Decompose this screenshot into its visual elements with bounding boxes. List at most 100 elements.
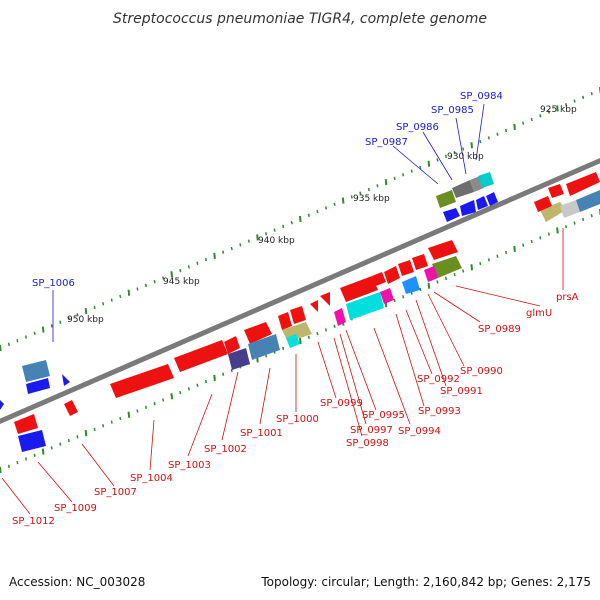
gene-sp0987[interactable] <box>436 190 456 208</box>
gene-blue-a[interactable] <box>443 208 460 222</box>
outer-tick <box>24 335 28 339</box>
outer-tick <box>410 169 413 173</box>
outer-tick <box>119 294 122 299</box>
label-sp0990[interactable]: SP_0990 <box>460 366 503 377</box>
label-sp1002[interactable]: SP_1002 <box>204 444 247 455</box>
inner-tick <box>393 298 396 303</box>
leader-sp0987 <box>392 145 439 185</box>
outer-tick <box>144 283 148 287</box>
label-sp0998[interactable]: SP_0998 <box>346 438 389 449</box>
gene-blue-left-arrow[interactable] <box>62 374 70 386</box>
label-sp1003[interactable]: SP_1003 <box>168 460 211 471</box>
outer-tick <box>273 228 276 232</box>
outer-tick <box>462 147 465 151</box>
outer-tick <box>436 158 439 162</box>
gene-steel-mid[interactable] <box>248 334 280 360</box>
gene-sp0994[interactable] <box>402 276 420 294</box>
gene-sp1000b[interactable] <box>310 300 318 312</box>
label-sp1006[interactable]: SP_1006 <box>32 278 75 289</box>
gene-sp1004[interactable] <box>110 364 174 398</box>
gene-sp0991[interactable] <box>412 254 428 270</box>
gene-red-right-2[interactable] <box>548 184 564 198</box>
inner-tick <box>84 430 88 437</box>
gene-red-right-small[interactable] <box>534 196 552 212</box>
gene-sp1003[interactable] <box>174 340 228 372</box>
gene-sp1002[interactable] <box>244 322 272 344</box>
inner-tick <box>324 328 328 332</box>
gene-blue-left-a[interactable] <box>26 378 50 394</box>
label-sp0985[interactable]: SP_0985 <box>431 105 474 116</box>
label-sp1000[interactable]: SP_1000 <box>276 414 319 425</box>
label-sp1012[interactable]: SP_1012 <box>12 516 55 527</box>
outer-tick <box>256 234 259 241</box>
label-sp1007[interactable]: SP_1007 <box>94 487 137 498</box>
inner-tick <box>590 214 593 218</box>
gene-red-mid-2[interactable] <box>224 336 240 354</box>
gene-sp0993[interactable] <box>384 266 400 284</box>
inner-tick <box>419 287 422 292</box>
gene-sp1006[interactable] <box>22 360 50 382</box>
gene-sp1001[interactable] <box>290 306 306 324</box>
gene-blue-d[interactable] <box>486 192 498 206</box>
outer-tick <box>341 197 345 204</box>
label-sp0987[interactable]: SP_0987 <box>365 137 408 148</box>
outer-tick <box>136 287 139 291</box>
gene-glmu[interactable] <box>432 256 462 278</box>
gene-sp1007[interactable] <box>64 400 78 416</box>
label-sp0989[interactable]: SP_0989 <box>478 324 521 335</box>
gene-prsa[interactable] <box>540 202 566 222</box>
gene-sp0984[interactable] <box>478 172 494 188</box>
inner-tick <box>504 250 508 255</box>
inner-tick <box>41 448 45 455</box>
label-sp0997[interactable]: SP_0997 <box>350 425 393 436</box>
gene-sp1009[interactable] <box>14 414 38 434</box>
gene-blue-c[interactable] <box>476 196 488 210</box>
label-sp1004[interactable]: SP_1004 <box>130 473 173 484</box>
label-sp1009[interactable]: SP_1009 <box>54 503 97 514</box>
leader-sp0985 <box>455 117 467 175</box>
gene-sp0990[interactable] <box>428 240 458 260</box>
label-sp0994[interactable]: SP_0994 <box>398 426 441 437</box>
gene-blue-b[interactable] <box>460 200 476 216</box>
label-sp0995[interactable]: SP_0995 <box>362 410 405 421</box>
outer-tick <box>110 298 113 302</box>
gene-steel-right[interactable] <box>576 190 600 212</box>
gene-blue-edge[interactable] <box>0 400 4 410</box>
outer-tick <box>530 117 533 122</box>
gene-sp0995[interactable] <box>340 276 378 302</box>
outer-tick <box>479 139 482 144</box>
gene-sp1000[interactable] <box>320 292 330 306</box>
gene-sp0999[interactable] <box>334 308 346 326</box>
gene-sp0998[interactable] <box>380 288 394 304</box>
gene-sp1001b[interactable] <box>278 312 292 330</box>
label-sp0984[interactable]: SP_0984 <box>460 91 503 102</box>
gene-sp0986[interactable] <box>452 180 474 198</box>
label-sp1001[interactable]: SP_1001 <box>240 428 283 439</box>
label-glmu[interactable]: glmU <box>526 308 552 319</box>
inner-tick <box>0 466 2 474</box>
gene-sp0997[interactable] <box>346 292 384 320</box>
label-sp0991[interactable]: SP_0991 <box>440 386 483 397</box>
gene-sp0992[interactable] <box>398 260 414 276</box>
gene-cyan-mid[interactable] <box>286 334 300 348</box>
label-sp0993[interactable]: SP_0993 <box>418 406 461 417</box>
outer-tick <box>213 252 216 259</box>
inner-tick <box>213 374 216 381</box>
inner-tick <box>436 280 439 284</box>
gene-sp1012[interactable] <box>18 430 46 452</box>
label-sp0986[interactable]: SP_0986 <box>396 122 439 133</box>
outer-tick <box>222 250 225 254</box>
label-prsa[interactable]: prsA <box>556 292 579 303</box>
gene-silver-right[interactable] <box>560 200 580 218</box>
label-sp0999[interactable]: SP_0999 <box>320 398 363 409</box>
gene-upper-right-red[interactable] <box>566 172 600 196</box>
leader-sp0992 <box>405 309 433 375</box>
tick-label-925: 925 kbp <box>540 105 577 115</box>
gene-sp0994b[interactable] <box>372 272 386 286</box>
inner-tick <box>110 420 113 424</box>
outer-tick <box>350 195 353 199</box>
label-sp0992[interactable]: SP_0992 <box>417 374 460 385</box>
gene-navy-mid[interactable] <box>228 348 250 370</box>
outer-tick <box>402 173 405 177</box>
gene-sp0989[interactable] <box>424 266 438 282</box>
